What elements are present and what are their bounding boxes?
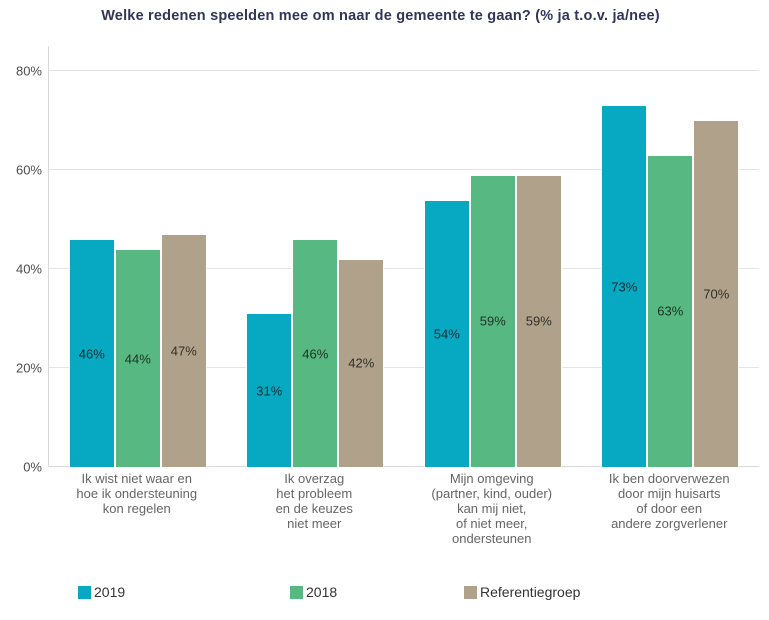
gridline xyxy=(49,69,759,71)
y-tick-label: 80% xyxy=(15,63,42,79)
bar-group: 73% 63% 70% xyxy=(582,46,760,467)
legend-swatch xyxy=(464,585,477,599)
bar-value-label: 31% xyxy=(256,383,283,399)
y-axis: 0% 20% 40% 60% 80% xyxy=(0,46,44,474)
bar-2019[interactable]: 31% xyxy=(246,313,293,467)
legend: 2019 2018 Referentiegroep xyxy=(0,584,769,604)
plot-area: 46% 44% 47% 31% 46% 42% 54% 59% 59% 73% 63% 70% xyxy=(48,46,759,467)
bar-value-label: 46% xyxy=(78,346,105,362)
chart-title: Welke redenen speelden mee om naar de ge… xyxy=(101,8,660,24)
bar-value-label: 73% xyxy=(611,279,638,295)
y-tick-label: 0% xyxy=(23,459,42,475)
category-label: Ik wist niet waar en hoe ik ondersteunin… xyxy=(76,471,198,516)
bar-referentiegroep[interactable]: 70% xyxy=(693,120,740,467)
bar-2018[interactable]: 46% xyxy=(292,239,339,467)
legend-label: 2019 xyxy=(94,584,126,600)
gridline xyxy=(49,168,759,170)
y-tick-label: 20% xyxy=(15,360,42,376)
bar-value-label: 70% xyxy=(703,286,730,302)
gridline xyxy=(49,267,759,269)
gridline xyxy=(49,466,759,467)
legend-item-referentiegroep[interactable]: Referentiegroep xyxy=(464,584,580,600)
legend-swatch xyxy=(290,585,303,599)
legend-item-2019[interactable]: 2019 xyxy=(78,584,125,600)
bar-groups: 46% 44% 47% 31% 46% 42% 54% 59% 59% 73% 63% 70% xyxy=(49,46,759,467)
legend-item-2018[interactable]: 2018 xyxy=(290,584,337,600)
bar-value-label: 59% xyxy=(525,313,552,329)
bar-referentiegroep[interactable]: 42% xyxy=(338,258,385,467)
category-label: Ik overzag het probleem en de keuzes nie… xyxy=(275,471,353,531)
bar-value-label: 63% xyxy=(657,303,684,319)
bar-group: 31% 46% 42% xyxy=(227,46,405,467)
gridline xyxy=(49,366,759,368)
x-axis-labels: Ik wist niet waar en hoe ik ondersteunin… xyxy=(48,471,758,546)
bar-value-label: 44% xyxy=(124,351,151,367)
bar-referentiegroep[interactable]: 47% xyxy=(160,234,207,467)
bar-value-label: 47% xyxy=(170,343,197,359)
bar-2019[interactable]: 46% xyxy=(68,239,115,467)
bar-2018[interactable]: 44% xyxy=(114,249,161,467)
bar-value-label: 59% xyxy=(479,313,506,329)
bar-value-label: 54% xyxy=(433,326,460,342)
bar-2019[interactable]: 73% xyxy=(601,105,648,467)
y-tick-label: 60% xyxy=(15,162,42,178)
bar-2018[interactable]: 63% xyxy=(647,154,694,467)
bar-value-label: 42% xyxy=(348,355,375,371)
legend-label: 2018 xyxy=(306,584,338,600)
bar-2019[interactable]: 54% xyxy=(423,199,470,467)
bar-group: 46% 44% 47% xyxy=(49,46,227,467)
bar-value-label: 46% xyxy=(302,346,329,362)
legend-swatch xyxy=(78,585,91,599)
bar-group: 54% 59% 59% xyxy=(404,46,582,467)
legend-label: Referentiegroep xyxy=(480,584,581,600)
bar-referentiegroep[interactable]: 59% xyxy=(515,174,562,467)
y-tick-label: 40% xyxy=(15,261,42,277)
bar-2018[interactable]: 59% xyxy=(469,174,516,467)
category-label: Mijn omgeving (partner, kind, ouder) kan… xyxy=(431,471,553,546)
category-label: Ik ben doorverwezen door mijn huisarts o… xyxy=(608,471,730,531)
